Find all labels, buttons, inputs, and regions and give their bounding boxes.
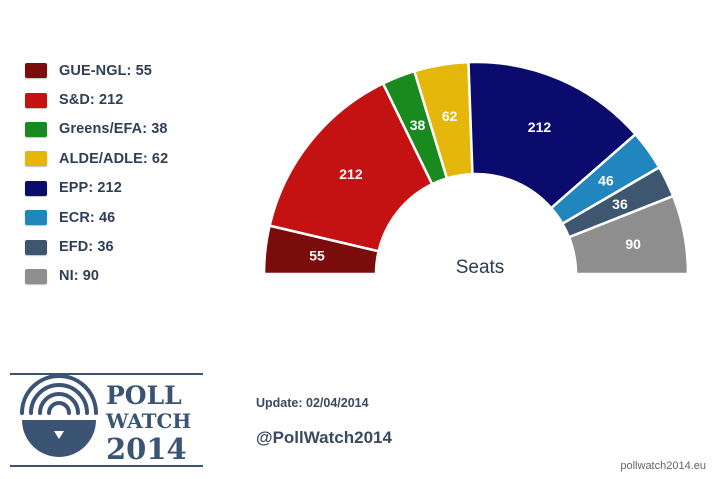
legend-swatch — [25, 151, 47, 167]
legend-item: Greens/EFA: 38 — [25, 115, 168, 144]
legend-swatch — [25, 210, 47, 226]
legend-swatch — [25, 63, 47, 79]
legend-item: ECR: 46 — [25, 203, 168, 232]
logo-text-year: 2014 — [106, 432, 187, 466]
pollwatch-logo: POLL WATCH 2014 — [10, 373, 203, 467]
legend-swatch — [25, 239, 47, 255]
logo-bowl-notch-icon — [54, 431, 64, 439]
legend: GUE-NGL: 55 S&D: 212 Greens/EFA: 38 ALDE/AD… — [25, 56, 168, 291]
site-url: pollwatch2014.eu — [620, 460, 706, 472]
signal-icon — [20, 374, 98, 415]
segment-value-label: 90 — [625, 236, 641, 252]
legend-item: S&D: 212 — [25, 85, 168, 114]
legend-swatch — [25, 92, 47, 108]
legend-label: NI: 90 — [59, 268, 100, 285]
legend-label: EFD: 36 — [59, 239, 114, 256]
segment-value-label: 36 — [612, 196, 628, 212]
legend-label: ALDE/ADLE: 62 — [59, 150, 169, 167]
segment-s-d — [268, 81, 434, 253]
legend-item: EFD: 36 — [25, 232, 168, 261]
segment-value-label: 38 — [410, 117, 426, 133]
segment-epp — [467, 60, 638, 210]
legend-label: S&D: 212 — [59, 92, 124, 109]
legend-item: EPP: 212 — [25, 174, 168, 203]
legend-label: Greens/EFA: 38 — [59, 121, 168, 138]
legend-swatch — [25, 121, 47, 137]
segment-value-label: 62 — [442, 108, 458, 124]
logo-text-poll: POLL — [106, 381, 182, 410]
legend-label: ECR: 46 — [59, 209, 116, 226]
chart-segment-labels: 55 212 38 62 212 46 36 90 — [309, 108, 641, 263]
segment-value-label: 55 — [309, 248, 325, 264]
segment-value-label: 212 — [339, 166, 363, 182]
twitter-handle: @PollWatch2014 — [256, 428, 392, 447]
legend-item: ALDE/ADLE: 62 — [25, 144, 168, 173]
logo-text-watch: WATCH — [105, 409, 191, 433]
legend-item: GUE-NGL: 55 — [25, 56, 168, 85]
legend-label: GUE-NGL: 55 — [59, 62, 152, 79]
legend-swatch — [25, 268, 47, 284]
legend-swatch — [25, 180, 47, 196]
update-date: Update: 02/04/2014 — [256, 396, 369, 410]
chart-segments — [262, 60, 690, 276]
segment-value-label: 46 — [598, 173, 614, 189]
legend-label: EPP: 212 — [59, 180, 122, 197]
segment-value-label: 212 — [528, 119, 552, 135]
center-label: Seats — [456, 257, 505, 278]
legend-item: NI: 90 — [25, 262, 168, 291]
segment-ni — [567, 194, 690, 276]
